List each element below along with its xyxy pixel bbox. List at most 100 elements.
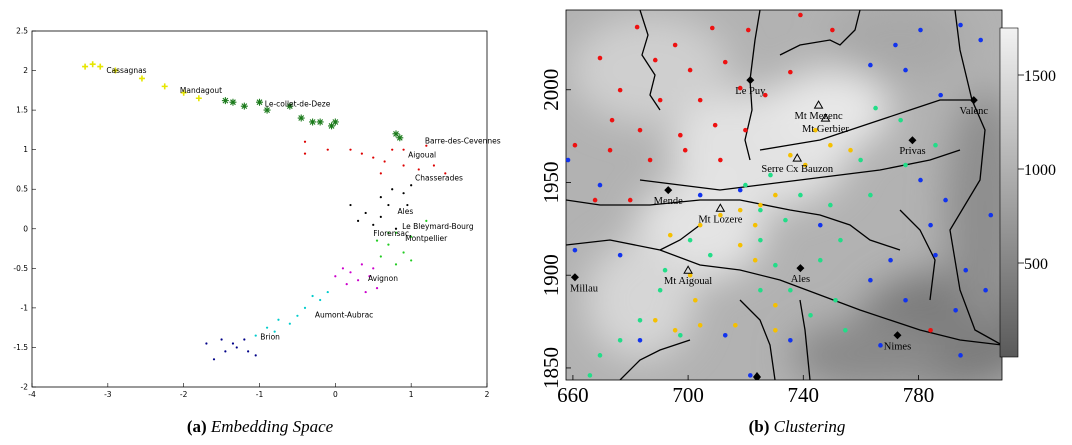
caption-label: (a) <box>187 417 207 436</box>
point <box>254 334 257 337</box>
point <box>963 267 969 273</box>
point <box>783 217 788 223</box>
point <box>138 75 145 82</box>
plot-frame <box>31 30 488 388</box>
point-label: Florensac <box>373 229 409 238</box>
peak-marker <box>715 203 726 212</box>
point <box>843 327 848 333</box>
point <box>617 252 623 258</box>
point <box>297 114 305 122</box>
point <box>752 257 758 263</box>
point <box>918 177 923 183</box>
point <box>868 277 873 283</box>
point <box>858 157 863 163</box>
point <box>417 168 420 171</box>
place-label: Ales <box>791 274 810 285</box>
y-tick-label: 1 <box>23 145 28 154</box>
point <box>328 122 336 130</box>
point <box>379 172 382 175</box>
point-label: Barre-des-Cevennes <box>425 136 501 145</box>
point <box>697 322 703 328</box>
place-label: Valenc <box>959 106 988 117</box>
point <box>316 118 324 126</box>
place-label: Le Puy <box>735 86 766 97</box>
place-label: Millau <box>570 283 599 294</box>
point <box>368 275 371 278</box>
point <box>958 22 963 28</box>
point <box>682 147 688 153</box>
point <box>838 237 843 243</box>
point <box>958 353 963 358</box>
point <box>372 223 375 226</box>
point <box>195 95 202 102</box>
point <box>243 338 246 341</box>
place-label: Serre Cx Bauzon <box>761 164 833 175</box>
point <box>277 318 280 321</box>
point <box>712 122 718 128</box>
point <box>762 92 768 98</box>
point <box>572 247 578 253</box>
point <box>828 202 833 208</box>
colorbar-tick-label: 1500 <box>1024 68 1056 85</box>
place-label: Nimes <box>884 341 911 352</box>
point <box>933 142 938 148</box>
point <box>311 294 314 298</box>
point-label: Brion <box>260 333 280 342</box>
x-tick-label: 1 <box>409 390 414 399</box>
point-label: Montpellier <box>405 234 448 243</box>
point <box>722 333 728 338</box>
point <box>364 290 367 294</box>
city-marker <box>746 76 755 85</box>
point <box>221 97 229 105</box>
point <box>334 275 337 278</box>
point <box>748 373 753 378</box>
point <box>888 257 893 263</box>
point <box>697 222 703 228</box>
point <box>326 290 329 294</box>
point <box>444 172 447 175</box>
point <box>286 102 294 110</box>
point <box>402 148 405 151</box>
point <box>662 267 668 273</box>
point-label: Chasserades <box>415 174 463 183</box>
point <box>953 307 958 313</box>
y-tick-label: -0.5 <box>13 264 28 273</box>
point <box>830 27 835 33</box>
point <box>672 42 678 48</box>
x-tick-label: 2 <box>485 390 490 399</box>
point <box>410 259 413 262</box>
point <box>89 61 96 68</box>
peak-marker <box>813 100 824 109</box>
point <box>392 130 400 138</box>
y-tick-label: -2 <box>21 383 29 392</box>
point-label: Mandagout <box>180 86 222 95</box>
peak-marker <box>820 113 831 122</box>
peak-marker <box>683 265 693 274</box>
point <box>180 89 187 96</box>
point <box>303 140 307 143</box>
point <box>788 69 793 75</box>
place-label: Mt Mezenc <box>795 111 843 122</box>
point <box>592 197 598 203</box>
point <box>273 330 276 333</box>
point <box>349 148 352 151</box>
point <box>224 350 227 353</box>
point <box>360 263 363 266</box>
point <box>652 317 658 323</box>
point <box>773 262 778 268</box>
point <box>387 203 390 207</box>
point <box>341 267 345 270</box>
point <box>943 197 948 203</box>
y-tick-label: 2.5 <box>16 27 28 36</box>
point <box>898 117 903 123</box>
point <box>828 142 833 148</box>
point <box>903 297 908 303</box>
point <box>978 37 983 43</box>
point <box>372 156 375 159</box>
point <box>402 192 405 195</box>
point <box>817 257 823 263</box>
x-tick-label: 780 <box>903 383 935 407</box>
place-label: Mende <box>654 196 683 207</box>
point <box>657 287 663 293</box>
point <box>161 83 168 90</box>
